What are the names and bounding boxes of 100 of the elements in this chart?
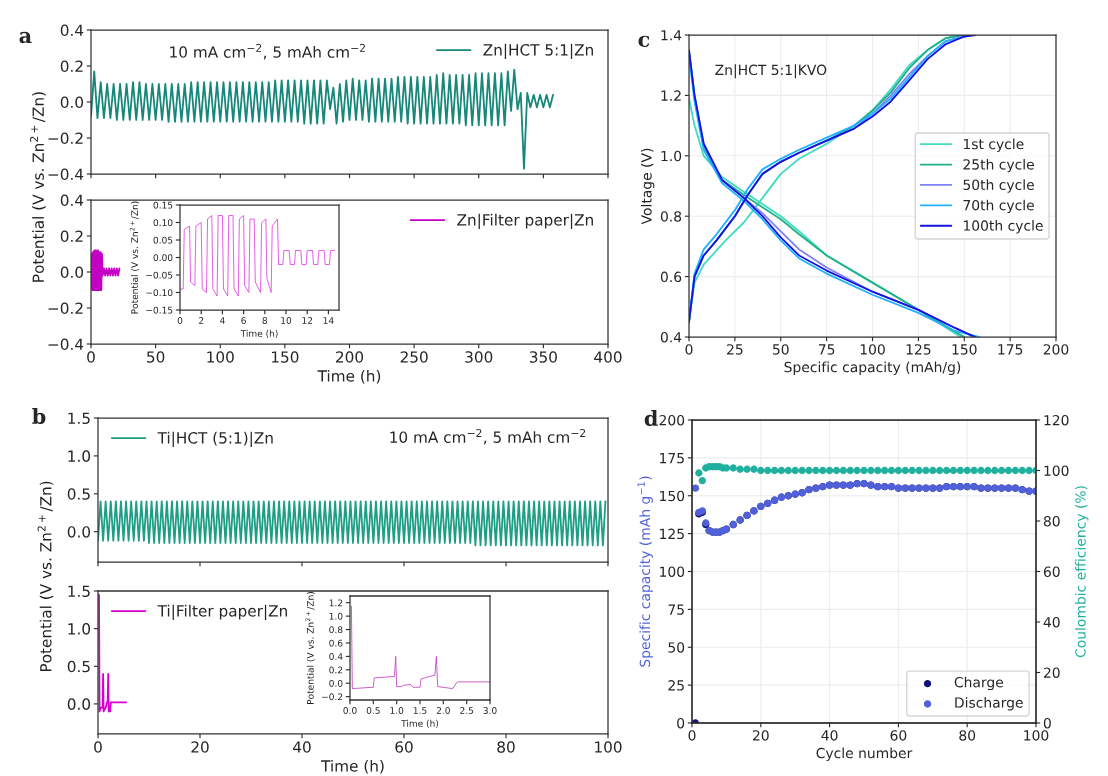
y-tick-label: −0.4 [48,338,84,351]
y-tick-label: −0.05 [146,271,173,279]
y-tick-label: 0.00 [153,254,173,262]
legend-label: 50th cycle [963,179,1034,193]
y-tick-label: 75 [668,604,684,615]
x-tick-label: 2 [198,317,204,324]
x-tick-label: 14 [323,317,334,324]
y-tick-label: 0.6 [329,639,343,647]
annotation: Zn|HCT 5:1|KVO [715,64,827,79]
y-tick-label: 150 [660,490,685,502]
text: c [638,35,650,48]
x-tick-label: 60 [395,741,413,753]
x-tick-label: 100 [860,344,885,355]
y-tick-label: 200 [659,414,685,426]
x-tick-label: 100 [207,351,234,363]
y-axis-title: Potential (V vs. Zn$^{2+}$/Zn) [129,201,140,314]
y-tick-label: 1.0 [329,612,343,620]
x-tick-label: 20 [752,730,769,741]
y-tick-label: 0.6 [660,271,682,283]
y-tick-label: 0.05 [153,236,173,244]
x-tick-label: 350 [529,351,557,363]
y-tick-label: −0.2 [48,302,83,315]
y-tick-label: 0.4 [329,653,343,660]
y-tick-label: 0.8 [329,626,343,634]
x-tick-label: 0 [685,344,693,355]
x-tick-label: 150 [952,344,977,355]
y-tick-label: 0.0 [60,96,84,109]
y-tick-label: 1.0 [68,623,91,635]
y2-tick-label: 100 [1044,465,1069,476]
x-tick-label: 0.5 [366,707,380,714]
y-tick-label: 0.4 [60,24,84,37]
x-tick-label: 400 [594,351,622,363]
text: d [644,409,658,427]
y-tick-label: −0.4 [48,168,84,181]
y-axis-title: Potential (V vs. Zn$^{2+}$/Zn) [305,592,315,704]
x-tick-label: 10 [281,317,292,324]
y2-tick-label: 60 [1043,566,1060,577]
legend-label: Discharge [955,697,1023,711]
legend-label: 25th cycle [963,158,1034,173]
legend-label: Zn|HCT 5:1|Zn [483,43,593,60]
y2-axis-title: Coulombic efficiency (%) [1075,486,1089,658]
x-tick-label: 80 [959,730,976,741]
y-tick-label: 1.4 [661,30,682,41]
x-tick-label: 80 [497,741,515,753]
y-tick-label: 0.8 [660,211,682,222]
x-axis-title: Specific capacity (mAh/g) [784,361,961,375]
x-tick-label: 0 [688,730,696,741]
x-tick-label: 1.5 [413,707,427,714]
x-tick-label: 0 [94,741,102,753]
text: b [32,407,46,425]
y2-tick-label: 120 [1044,414,1069,426]
legend-label: Zn|Filter paper|Zn [457,213,593,230]
y-tick-label: 0.2 [329,666,343,674]
x-tick-label: 2.5 [460,707,474,714]
y-axis-title: Potential (V vs. Zn$^{2+}$/Zn) [29,92,46,282]
legend-label: 1st cycle [963,138,1024,152]
legend-label: Ti|HCT (5:1)|Zn [157,431,273,448]
y-tick-label: 0.0 [329,679,343,687]
y2-tick-label: 20 [1043,667,1060,678]
x-tick-label: 0 [177,317,183,324]
x-axis-title: Time (h) [317,369,381,384]
x-tick-label: 60 [890,730,907,741]
x-tick-label: 8 [262,317,268,324]
x-axis-title: Time (h) [401,719,439,728]
x-tick-label: 2.0 [436,707,450,714]
x-tick-label: 175 [998,344,1023,355]
y2-tick-label: 80 [1043,515,1060,527]
x-tick-label: 4 [219,317,225,324]
y-tick-label: 0.15 [153,201,173,209]
y-tick-label: 0.4 [660,331,682,343]
legend-label: Charge [954,676,1004,691]
x-tick-label: 300 [465,351,493,363]
y-tick-label: 0.2 [60,60,83,73]
y-tick-label: 1.5 [68,412,90,425]
x-tick-label: 3.0 [483,707,497,714]
y-tick-label: 1.5 [68,585,90,598]
y-tick-label: −0.15 [146,306,173,314]
y-tick-label: 0.0 [60,266,84,279]
x-tick-label: 125 [906,344,931,355]
x-tick-label: 25 [727,344,743,355]
y-axis-title: Voltage (V) [640,148,655,225]
x-axis-title: Cycle number [816,747,913,761]
annotation: 10 mA cm$^{−2}$, 5 mAh cm$^{−2}$ [390,428,586,445]
y-tick-label: 0.5 [67,488,90,500]
y-tick-label: 0.10 [153,219,173,227]
legend-label: Ti|Filter paper|Zn [157,604,287,621]
y-tick-label: −0.2 [322,693,343,701]
y-tick-label: 1.0 [661,150,682,162]
x-axis-title: Time (h) [321,759,384,774]
x-tick-label: 200 [1043,344,1069,355]
x-tick-label: 40 [821,730,838,741]
y-tick-label: 1.0 [68,450,91,462]
y-tick-label: 0 [677,717,685,729]
x-tick-label: 100 [595,741,622,753]
x-tick-label: 1.0 [390,707,404,714]
y-tick-label: 1.2 [329,599,343,607]
x-tick-label: 12 [302,317,313,324]
x-tick-label: 100 [1024,730,1049,741]
annotation: 10 mA cm$^{−2}$, 5 mAh cm$^{−2}$ [170,43,365,60]
x-tick-label: 0.0 [343,707,357,714]
